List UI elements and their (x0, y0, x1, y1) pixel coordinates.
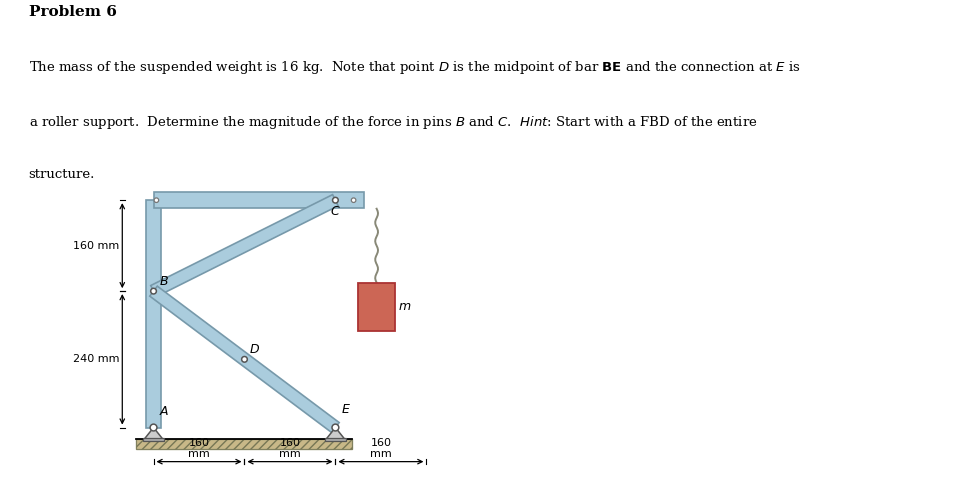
Text: 160
mm: 160 mm (279, 438, 300, 459)
Polygon shape (145, 428, 163, 439)
Polygon shape (326, 428, 345, 439)
Polygon shape (151, 195, 338, 297)
Bar (137, 439, 352, 449)
Polygon shape (150, 286, 339, 433)
Text: $m$: $m$ (398, 300, 412, 313)
Text: 160
mm: 160 mm (370, 438, 391, 459)
Bar (358, 283, 395, 331)
Polygon shape (145, 200, 162, 428)
Text: 160 mm: 160 mm (73, 241, 120, 250)
Text: $B$: $B$ (159, 275, 169, 288)
Text: The mass of the suspended weight is 16 kg.  Note that point $D$ is the midpoint : The mass of the suspended weight is 16 k… (29, 59, 800, 76)
Text: $E$: $E$ (341, 403, 351, 416)
Text: structure.: structure. (29, 168, 95, 181)
Circle shape (150, 424, 157, 431)
Polygon shape (153, 192, 364, 208)
Bar (325, 439, 345, 441)
Text: $C$: $C$ (330, 205, 341, 218)
Circle shape (241, 356, 247, 362)
Circle shape (332, 424, 339, 431)
Text: $D$: $D$ (249, 343, 260, 356)
Text: a roller support.  Determine the magnitude of the force in pins $B$ and $C$.  $\: a roller support. Determine the magnitud… (29, 114, 757, 131)
Text: $A$: $A$ (159, 405, 169, 418)
Circle shape (154, 198, 159, 202)
Circle shape (351, 198, 356, 202)
Bar (144, 439, 164, 441)
Bar (137, 439, 352, 449)
Text: 240 mm: 240 mm (73, 354, 120, 364)
Circle shape (333, 198, 338, 203)
Text: Problem 6: Problem 6 (29, 5, 117, 19)
Text: 160
mm: 160 mm (189, 438, 210, 459)
Circle shape (150, 288, 156, 294)
